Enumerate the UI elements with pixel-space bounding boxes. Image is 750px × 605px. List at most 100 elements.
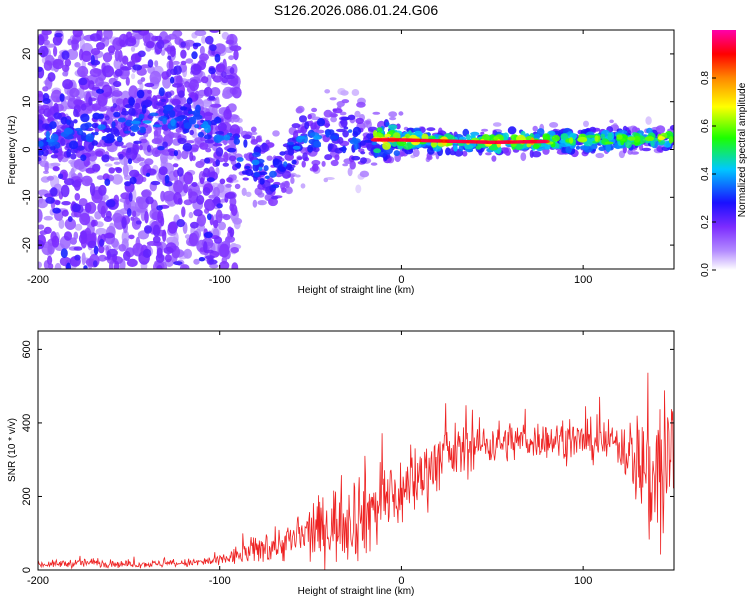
heatmap-cell xyxy=(164,174,170,184)
heatmap-cell xyxy=(162,141,168,148)
heatmap-cell xyxy=(144,82,155,88)
heatmap-cell xyxy=(132,64,142,71)
heatmap-cell xyxy=(616,134,623,140)
heatmap-cell xyxy=(44,162,49,173)
heatmap-cell xyxy=(41,30,52,36)
heatmap-cell xyxy=(575,145,581,150)
heatmap-cell xyxy=(106,137,116,142)
heatmap-cell xyxy=(283,161,288,167)
heatmap-cell xyxy=(199,142,209,150)
heatmap-cell xyxy=(117,117,126,123)
heatmap-cell xyxy=(178,90,185,98)
heatmap-cell xyxy=(140,77,146,82)
heatmap-cell xyxy=(106,248,118,257)
heatmap-cell xyxy=(271,184,280,189)
heatmap-cell xyxy=(51,235,60,248)
heatmap-cell xyxy=(311,159,321,166)
heatmap-cell xyxy=(63,231,73,241)
heatmap-cell xyxy=(64,218,76,231)
heatmap-cell xyxy=(409,138,417,143)
heatmap-cell xyxy=(341,145,347,154)
y-tick-label: 20 xyxy=(21,48,33,60)
heatmap-cell xyxy=(560,133,569,140)
heatmap-cell xyxy=(152,235,161,244)
heatmap-cell xyxy=(209,263,219,269)
heatmap-cell xyxy=(492,122,502,127)
heatmap-cell xyxy=(185,140,195,144)
heatmap-cell xyxy=(324,154,333,161)
heatmap-cell xyxy=(105,199,116,208)
heatmap-cell xyxy=(165,91,172,98)
heatmap-cell xyxy=(39,194,43,204)
heatmap-cell xyxy=(149,70,162,85)
heatmap-cell xyxy=(135,220,142,225)
snr-series-line xyxy=(38,372,674,570)
heatmap-cell xyxy=(510,140,518,144)
heatmap-cell xyxy=(199,53,209,61)
heatmap-cell xyxy=(271,195,279,200)
heatmap-cell xyxy=(360,151,366,155)
heatmap-cell xyxy=(523,140,531,144)
heatmap-cell xyxy=(330,113,338,118)
heatmap-cell xyxy=(203,241,208,253)
heatmap-cell xyxy=(250,139,259,145)
heatmap-cell xyxy=(73,119,78,124)
heatmap-cell xyxy=(579,145,590,150)
heatmap-cell xyxy=(107,45,116,54)
heatmap-cell xyxy=(299,115,307,123)
heatmap-cell xyxy=(50,187,58,197)
heatmap-cell xyxy=(414,130,423,136)
heatmap-cell xyxy=(194,30,207,37)
heatmap-cell xyxy=(555,143,560,149)
heatmap-cell xyxy=(223,134,231,141)
heatmap-cell xyxy=(180,106,188,111)
heatmap-cell xyxy=(382,141,391,150)
heatmap-cell xyxy=(384,133,392,138)
heatmap-cell xyxy=(54,32,63,38)
heatmap-cell xyxy=(96,42,105,50)
heatmap-cell xyxy=(283,180,290,188)
heatmap-cell xyxy=(191,51,198,60)
heatmap-cell xyxy=(223,74,235,80)
heatmap-cell xyxy=(80,113,90,123)
heatmap-cell xyxy=(52,35,63,46)
heatmap-cell xyxy=(341,99,350,104)
heatmap-cell xyxy=(198,257,206,262)
heatmap-cell xyxy=(215,63,226,73)
heatmap-cell xyxy=(355,184,362,194)
y-tick-label: -20 xyxy=(21,237,33,253)
heatmap-cell xyxy=(111,90,123,97)
heatmap-cell xyxy=(180,60,187,66)
heatmap-cell xyxy=(412,149,420,157)
heatmap-cell xyxy=(162,229,167,242)
heatmap-cell xyxy=(80,230,87,240)
heatmap-cell xyxy=(142,120,152,124)
heatmap-cell xyxy=(49,121,57,130)
heatmap-cell xyxy=(630,151,639,155)
heatmap-cell xyxy=(58,219,65,229)
heatmap-cell xyxy=(253,171,261,178)
heatmap-cell xyxy=(261,142,267,151)
heatmap-cell xyxy=(292,145,301,150)
heatmap-cell xyxy=(144,210,149,224)
heatmap-cell xyxy=(111,174,123,185)
heatmap-cell xyxy=(213,236,223,244)
heatmap-cell xyxy=(67,38,73,46)
heatmap-cell xyxy=(420,138,428,143)
heatmap-cell xyxy=(430,141,438,148)
heatmap-cell xyxy=(122,163,129,178)
heatmap-cell xyxy=(186,97,193,105)
heatmap-cell xyxy=(307,144,313,153)
heatmap-cell xyxy=(118,153,124,160)
heatmap-cell xyxy=(365,120,371,125)
heatmap-cell xyxy=(138,113,145,120)
heatmap-cell xyxy=(342,163,349,167)
heatmap-cell xyxy=(242,177,249,181)
heatmap-cell xyxy=(38,261,42,269)
heatmap-cell xyxy=(49,145,56,151)
heatmap-cell xyxy=(89,33,101,42)
heatmap-cell xyxy=(180,49,187,59)
heatmap-cell xyxy=(315,129,325,134)
x-tick-label: 0 xyxy=(398,575,404,587)
heatmap-cell xyxy=(197,131,205,138)
